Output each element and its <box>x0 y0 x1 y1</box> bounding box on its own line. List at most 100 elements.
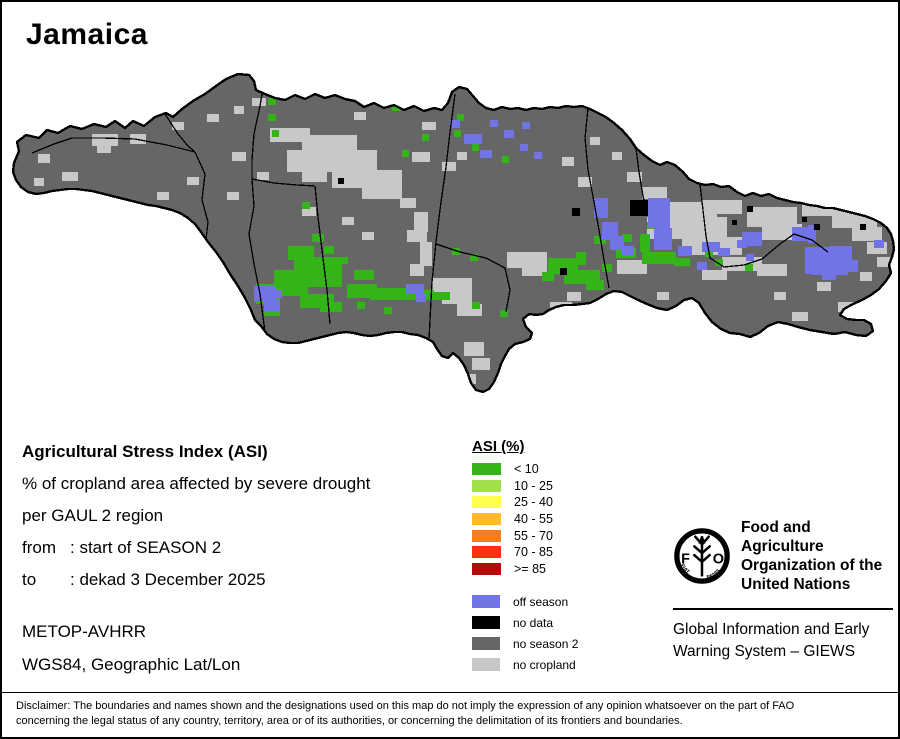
asi-patch-green <box>576 252 586 260</box>
sensor-label: METOP-AVHRR <box>22 622 147 641</box>
asi-patch-lightgray <box>747 207 797 227</box>
asi-patch-black <box>542 354 548 360</box>
asi-patch-lightgray <box>542 320 554 328</box>
asi-patch-blue <box>830 246 852 260</box>
asi-patch-lightgray <box>412 152 430 162</box>
asi-patch-lightgray <box>590 137 600 145</box>
asi-patch-lightgray <box>407 230 427 242</box>
asi-patch-lightgray <box>362 187 402 199</box>
asi-patch-lightgray <box>702 270 727 280</box>
legend-color-chip <box>472 562 501 575</box>
legend-label: 55 - 70 <box>514 528 553 543</box>
asi-patch-lightgray <box>362 232 374 240</box>
asi-patch-lightgray <box>252 98 266 106</box>
asi-patch-green <box>402 150 409 157</box>
asi-patch-blue <box>842 260 858 272</box>
source-block: METOP-AVHRR WGS84, Geographic Lat/Lon <box>22 622 240 688</box>
legend-row: 70 - 85 <box>472 544 578 561</box>
asi-patch-green <box>586 280 604 290</box>
asi-patch-lightgray <box>172 122 184 130</box>
parish-boundary <box>248 178 266 333</box>
asi-patch-green <box>640 234 650 252</box>
coastline <box>11 72 896 394</box>
asi-patch-green <box>674 258 690 266</box>
asi-patch-lightgray <box>92 134 118 146</box>
legend-row: 25 - 40 <box>472 494 578 511</box>
asi-patch-green <box>745 264 753 271</box>
asi-patch-blue <box>416 294 426 302</box>
legend-color-chip <box>472 463 501 476</box>
asi-patch-green <box>370 288 410 300</box>
asi-patch-blue <box>822 270 836 280</box>
giews-name: Global Information and Early Warning Sys… <box>673 619 893 663</box>
parish-boundary <box>251 178 316 187</box>
asi-patch-lightgray <box>157 192 169 200</box>
asi-patch-green <box>266 82 274 89</box>
legend-color-chip <box>472 479 501 492</box>
parish-boundary <box>435 243 511 313</box>
legend-heading: ASI (%) <box>472 438 525 455</box>
legend-label: no cropland <box>513 657 576 672</box>
asi-patch-green <box>312 234 324 242</box>
legend-row: >= 85 <box>472 561 578 578</box>
legend-row: < 10 <box>472 461 578 478</box>
asi-patch-green <box>268 114 276 121</box>
fao-letter-a: A <box>698 534 706 546</box>
asi-patch-black <box>685 162 691 168</box>
parish-boundary <box>635 147 648 215</box>
legend-label: >= 85 <box>514 561 546 576</box>
asi-patch-green <box>268 98 276 105</box>
parish-boundary <box>164 113 196 153</box>
fao-letter-f: F <box>681 552 690 568</box>
fao-org-line3: United Nations <box>741 576 851 593</box>
fao-org-line1: Food and Agriculture <box>741 519 824 555</box>
asi-patch-lightgray <box>234 106 244 114</box>
asi-patch-blue <box>742 232 762 246</box>
legend-row: 55 - 70 <box>472 527 578 544</box>
parish-boundary <box>31 137 196 154</box>
info-block: Agricultural Stress Index (ASI) % of cro… <box>22 442 370 602</box>
asi-patch-blue <box>594 198 608 218</box>
legend-color-chip <box>472 616 500 630</box>
fao-letter-o: O <box>713 552 724 568</box>
fao-logo-icon: F A O FIAT PANIS <box>674 528 730 584</box>
legend-label: < 10 <box>514 462 539 477</box>
asi-patch-lightgray <box>774 292 786 300</box>
asi-patch-blue <box>406 284 424 294</box>
giews-line1: Global Information and Early <box>673 621 870 638</box>
asi-patch-lightgray <box>464 342 484 356</box>
asi-patch-black <box>338 178 344 184</box>
asi-patch-lightgray <box>877 257 891 267</box>
asi-patch-blue <box>534 152 542 159</box>
asi-patch-blue <box>812 257 848 275</box>
asi-patch-lightgray <box>792 312 808 321</box>
asi-patch-green <box>642 252 676 264</box>
legend-label: 25 - 40 <box>514 495 553 510</box>
asi-patch-green <box>432 292 450 300</box>
legend-extra-classes: off season no data no season 2 no cropland <box>472 591 578 675</box>
fao-divider <box>673 608 893 610</box>
asi-patch-green <box>578 258 586 265</box>
legend-label: 70 - 85 <box>514 545 553 560</box>
legend-asi-classes: < 10 10 - 25 25 - 40 40 - 55 55 - 70 70 - 85 >… <box>472 461 578 577</box>
giews-line2: Warning System – GIEWS <box>673 643 856 660</box>
asi-patch-lightgray <box>342 217 354 225</box>
asi-patch-lightgray <box>860 272 872 281</box>
asi-patch-blue <box>610 236 624 250</box>
legend-row: 10 - 25 <box>472 478 578 495</box>
asi-patch-black <box>560 268 567 275</box>
asi-patch-green <box>670 130 677 137</box>
asi-patch-blue <box>264 300 280 312</box>
asi-patch-lightgray <box>422 122 436 130</box>
asi-heading: Agricultural Stress Index (ASI) <box>22 442 268 461</box>
legend-row: 40 - 55 <box>472 511 578 528</box>
asi-patch-lightgray <box>507 252 547 268</box>
asi-patch-lightgray <box>98 226 138 238</box>
asi-patch-blue <box>702 242 720 252</box>
to-line: to : dekad 3 December 2025 <box>22 570 370 590</box>
asi-patch-lightgray <box>207 114 219 122</box>
asi-patch-lightgray <box>578 177 592 187</box>
from-value: : start of SEASON 2 <box>70 538 222 557</box>
asi-patch-blue <box>602 222 618 240</box>
